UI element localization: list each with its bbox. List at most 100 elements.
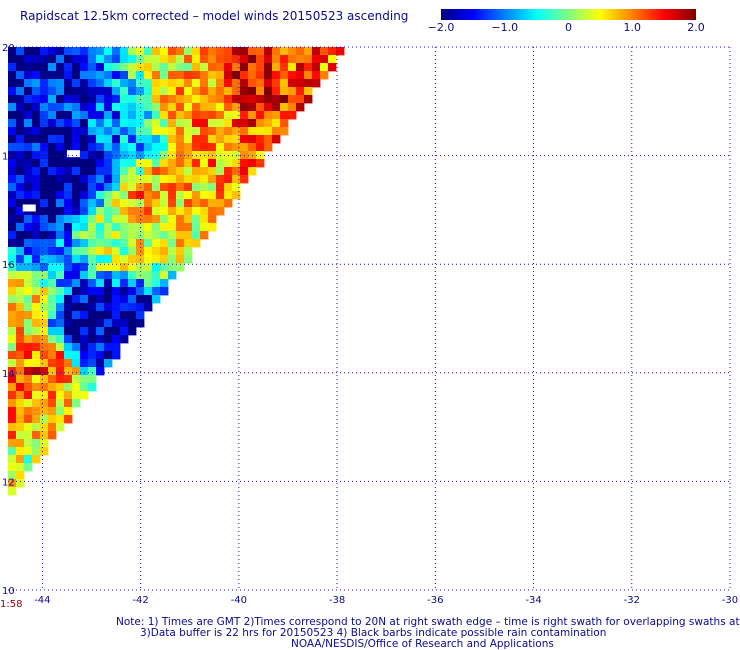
map-axis-labels: -44 -42 -40 -38 -36 -34 -32 -30 10 12 14 16 18 20 — [2, 43, 738, 606]
wind-cell — [240, 167, 249, 176]
wind-cell — [112, 279, 121, 288]
wind-cell — [144, 279, 153, 288]
wind-cell — [120, 231, 129, 240]
wind-cell — [24, 231, 33, 240]
wind-cell — [232, 127, 241, 136]
colorbar-tick: 0 — [565, 21, 572, 34]
wind-cell — [48, 167, 57, 176]
wind-cell — [208, 79, 217, 88]
wind-cell — [16, 71, 25, 80]
wind-cell — [176, 239, 185, 248]
wind-cell — [8, 439, 17, 448]
wind-cell — [8, 335, 17, 344]
wind-cell — [184, 103, 193, 112]
wind-cell — [112, 87, 121, 96]
wind-cell — [96, 47, 105, 56]
wind-cell — [192, 159, 201, 168]
wind-cell — [168, 119, 177, 128]
wind-cell — [304, 63, 313, 72]
wind-cell — [112, 255, 121, 264]
wind-cell — [56, 407, 65, 416]
wind-cell — [248, 103, 257, 112]
wind-cell — [16, 303, 25, 312]
wind-cell — [104, 71, 113, 80]
wind-cell — [72, 103, 81, 112]
wind-cell — [200, 143, 209, 152]
wind-cell — [104, 175, 113, 184]
wind-cell — [104, 295, 113, 304]
wind-cell — [120, 135, 129, 144]
wind-cell — [232, 87, 241, 96]
wind-cell — [112, 95, 121, 104]
wind-cell — [24, 423, 33, 432]
wind-cell — [240, 143, 249, 152]
wind-cell — [144, 287, 153, 296]
wind-cell — [48, 423, 57, 432]
wind-cell — [24, 103, 33, 112]
wind-cell — [272, 55, 281, 64]
wind-cell — [80, 287, 89, 296]
wind-cell — [208, 207, 217, 216]
wind-cell — [80, 87, 89, 96]
wind-cell — [56, 391, 65, 400]
wind-cell — [112, 287, 121, 296]
wind-cell — [112, 223, 121, 232]
wind-cell — [32, 95, 41, 104]
wind-cell — [64, 231, 73, 240]
wind-cell — [32, 271, 41, 280]
wind-cell — [208, 191, 217, 200]
wind-cell — [8, 143, 17, 152]
wind-cell — [304, 95, 313, 104]
wind-cell — [160, 143, 169, 152]
wind-cell — [144, 231, 153, 240]
wind-cell — [16, 135, 25, 144]
wind-cell — [160, 95, 169, 104]
wind-cell — [32, 279, 41, 288]
wind-cell — [96, 247, 105, 256]
wind-cell — [40, 327, 49, 336]
wind-cell — [80, 303, 89, 312]
wind-cell — [16, 455, 25, 464]
wind-cell — [112, 215, 121, 224]
wind-cell — [56, 311, 65, 320]
wind-cell — [32, 175, 41, 184]
wind-cell — [8, 343, 17, 352]
wind-cell — [24, 279, 33, 288]
wind-cell — [80, 95, 89, 104]
wind-cell — [192, 215, 201, 224]
wind-cell — [88, 247, 97, 256]
wind-cell — [216, 191, 225, 200]
wind-cell — [16, 207, 25, 216]
wind-cell — [192, 175, 201, 184]
wind-cell — [312, 47, 321, 56]
wind-cell — [96, 359, 105, 368]
wind-cell — [200, 127, 209, 136]
wind-cell — [24, 351, 33, 360]
longitude-label: -30 — [722, 595, 738, 606]
wind-cell — [296, 95, 305, 104]
wind-cell — [16, 287, 25, 296]
wind-cell — [96, 199, 105, 208]
wind-cell — [104, 319, 113, 328]
wind-cell — [32, 335, 41, 344]
wind-cell — [32, 431, 41, 440]
wind-cell — [24, 63, 33, 72]
wind-cell — [176, 215, 185, 224]
wind-cell — [216, 159, 225, 168]
wind-cell — [192, 191, 201, 200]
wind-cell — [288, 95, 297, 104]
wind-cell — [176, 207, 185, 216]
wind-cell — [88, 159, 97, 168]
wind-cell — [104, 143, 113, 152]
wind-cell — [120, 303, 129, 312]
wind-cell — [144, 295, 153, 304]
wind-cell — [144, 79, 153, 88]
wind-cell — [64, 383, 73, 392]
wind-cell — [32, 319, 41, 328]
wind-cell — [32, 407, 41, 416]
wind-cell — [48, 143, 57, 152]
wind-cell — [144, 119, 153, 128]
wind-cell — [16, 143, 25, 152]
wind-cell — [120, 239, 129, 248]
wind-cell — [144, 223, 153, 232]
